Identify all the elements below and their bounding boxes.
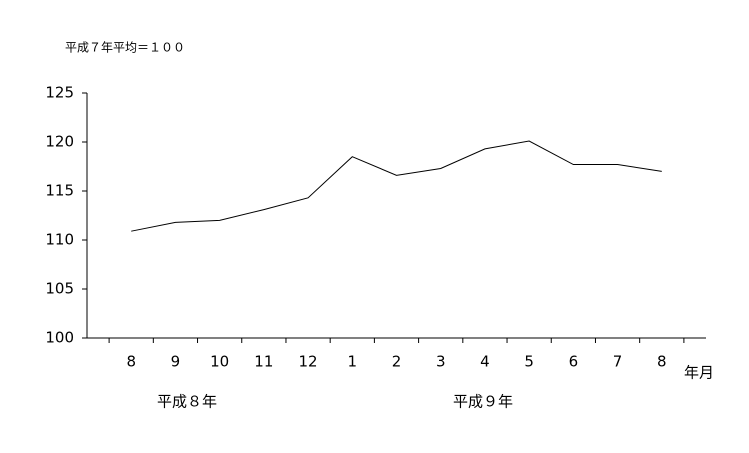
chart-subtitle: 平成７年平均＝１００ [65,41,185,55]
y-tick-label: 100 [45,329,74,347]
y-tick-label: 120 [45,133,74,151]
x-tick-label: 11 [254,353,273,371]
x-tick-label: 6 [569,353,579,371]
x-tick-label: 8 [126,353,136,371]
x-tick-label: 8 [657,353,667,371]
data-line [131,140,662,232]
x-tick-label: 1 [348,353,358,371]
group-label: 平成９年 [453,393,513,411]
group-label: 平成８年 [157,393,217,411]
x-tick-label: 2 [392,353,402,371]
y-tick-label: 115 [45,182,74,200]
x-tick-label: 10 [210,353,229,371]
y-tick-label: 125 [45,84,74,102]
x-tick-label: 4 [480,353,490,371]
x-tick-label: 3 [436,353,446,371]
x-axis-label: 年月 [684,364,714,382]
x-tick-label: 9 [171,353,181,371]
x-tick-label: 12 [299,353,318,371]
y-tick-label: 105 [45,280,74,298]
x-tick-label: 7 [613,353,623,371]
y-tick-label: 110 [45,231,74,249]
x-tick-label: 5 [524,353,534,371]
